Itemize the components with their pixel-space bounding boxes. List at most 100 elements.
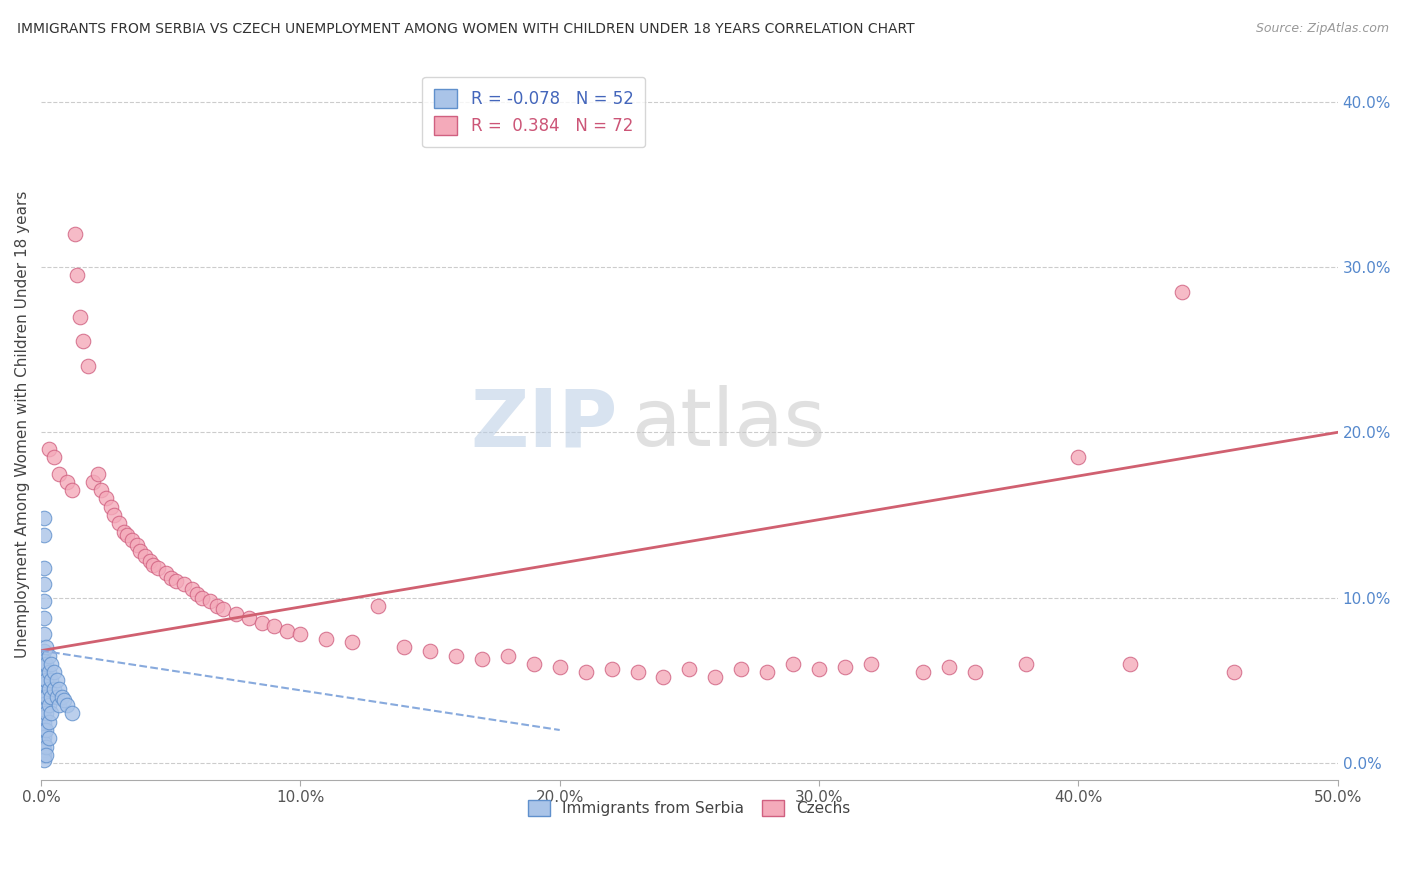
- Point: [35, 723, 58, 737]
- Point: [1067, 450, 1090, 464]
- Point: [35, 690, 58, 704]
- Point: [730, 662, 752, 676]
- Point: [32, 594, 55, 608]
- Point: [342, 635, 364, 649]
- Point: [159, 571, 181, 585]
- Point: [35, 673, 58, 688]
- Point: [808, 662, 831, 676]
- Point: [419, 643, 441, 657]
- Point: [963, 665, 986, 679]
- Point: [165, 574, 187, 589]
- Point: [198, 594, 221, 608]
- Point: [32, 743, 55, 757]
- Point: [444, 648, 467, 663]
- Point: [60, 483, 83, 498]
- Text: ZIP: ZIP: [471, 385, 619, 463]
- Point: [32, 747, 55, 762]
- Point: [782, 657, 804, 671]
- Point: [756, 665, 779, 679]
- Point: [48, 467, 70, 481]
- Point: [32, 753, 55, 767]
- Text: atlas: atlas: [631, 385, 825, 463]
- Legend: Immigrants from Serbia, Czechs: Immigrants from Serbia, Czechs: [519, 791, 859, 825]
- Point: [38, 665, 60, 679]
- Point: [41, 690, 63, 704]
- Point: [90, 483, 112, 498]
- Point: [678, 662, 700, 676]
- Point: [1119, 657, 1142, 671]
- Point: [32, 610, 55, 624]
- Point: [238, 610, 260, 624]
- Point: [276, 624, 298, 638]
- Point: [35, 657, 58, 671]
- Point: [180, 582, 202, 597]
- Point: [60, 706, 83, 721]
- Point: [548, 660, 571, 674]
- Point: [32, 736, 55, 750]
- Point: [834, 660, 856, 674]
- Point: [38, 714, 60, 729]
- Point: [41, 657, 63, 671]
- Point: [471, 652, 494, 666]
- Point: [32, 528, 55, 542]
- Point: [32, 660, 55, 674]
- Point: [38, 442, 60, 456]
- Point: [42, 665, 65, 679]
- Point: [32, 703, 55, 717]
- Point: [225, 607, 247, 622]
- Text: IMMIGRANTS FROM SERBIA VS CZECH UNEMPLOYMENT AMONG WOMEN WITH CHILDREN UNDER 18 : IMMIGRANTS FROM SERBIA VS CZECH UNEMPLOY…: [17, 22, 914, 37]
- Point: [38, 648, 60, 663]
- Point: [87, 467, 110, 481]
- Point: [496, 648, 519, 663]
- Point: [66, 268, 89, 283]
- Text: Source: ZipAtlas.com: Source: ZipAtlas.com: [1256, 22, 1389, 36]
- Point: [315, 632, 337, 646]
- Point: [35, 706, 58, 721]
- Point: [32, 730, 55, 744]
- Point: [35, 640, 58, 655]
- Point: [115, 528, 138, 542]
- Point: [76, 359, 98, 374]
- Point: [38, 698, 60, 713]
- Point: [32, 685, 55, 699]
- Point: [125, 538, 148, 552]
- Point: [72, 334, 94, 349]
- Point: [56, 698, 79, 713]
- Point: [859, 657, 882, 671]
- Point: [48, 681, 70, 696]
- Point: [35, 747, 58, 762]
- Point: [45, 673, 67, 688]
- Point: [32, 654, 55, 668]
- Point: [207, 599, 229, 613]
- Point: [32, 561, 55, 575]
- Point: [32, 511, 55, 525]
- Point: [626, 665, 648, 679]
- Point: [94, 491, 117, 506]
- Point: [211, 602, 233, 616]
- Point: [128, 544, 150, 558]
- Point: [42, 681, 65, 696]
- Point: [32, 643, 55, 657]
- Point: [911, 665, 934, 679]
- Point: [45, 690, 67, 704]
- Point: [173, 577, 195, 591]
- Point: [1171, 285, 1194, 299]
- Point: [42, 450, 65, 464]
- Point: [32, 670, 55, 684]
- Point: [155, 566, 177, 580]
- Point: [263, 619, 285, 633]
- Point: [600, 662, 623, 676]
- Point: [186, 587, 208, 601]
- Point: [146, 561, 169, 575]
- Point: [139, 554, 162, 568]
- Point: [121, 533, 143, 547]
- Point: [41, 673, 63, 688]
- Point: [32, 723, 55, 737]
- Point: [1223, 665, 1246, 679]
- Point: [32, 710, 55, 724]
- Point: [704, 670, 727, 684]
- Point: [48, 698, 70, 713]
- Point: [32, 697, 55, 711]
- Point: [108, 516, 131, 531]
- Point: [56, 475, 79, 489]
